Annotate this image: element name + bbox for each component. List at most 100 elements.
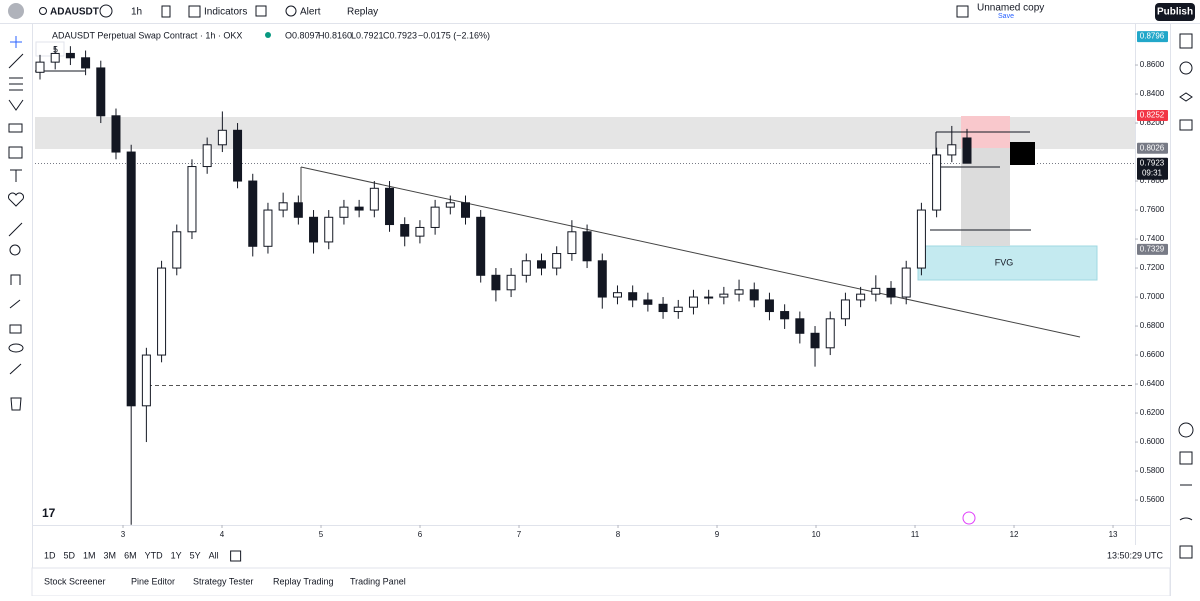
x-tick-label: 11 <box>911 530 920 539</box>
side-tools <box>1178 33 1194 559</box>
price-label: 0.7923 <box>1140 158 1165 167</box>
candle-body <box>187 166 197 233</box>
candle-body <box>734 289 744 295</box>
legend-change: −0.0175 (−2.16%) <box>418 30 490 40</box>
candle-body <box>126 151 136 407</box>
candle-body <box>521 260 531 276</box>
range-button[interactable]: 6M <box>124 550 137 560</box>
candle-body <box>339 206 349 218</box>
candle-body <box>354 206 364 211</box>
candle-body <box>810 332 820 349</box>
range-button[interactable]: 1D <box>44 550 56 560</box>
price-label-box <box>1137 142 1168 154</box>
range-button[interactable]: 5D <box>64 550 76 560</box>
range-bar: 1D 5D 1M 3M 6M YTD 1Y 5Y All <box>44 550 242 562</box>
x-tick-label: 8 <box>616 530 621 539</box>
bottom-panel <box>31 567 1171 597</box>
candle-body <box>643 299 653 305</box>
price-label-box <box>1137 109 1168 121</box>
legend-open: O0.8097 <box>285 30 320 40</box>
candle-body <box>552 253 562 269</box>
x-tick-label: 4 <box>220 530 225 539</box>
price-label: 0.8796 <box>1140 32 1165 41</box>
candle-body <box>871 287 881 295</box>
y-tick-label: 0.5600 <box>1140 495 1165 504</box>
publish[interactable]: Publish <box>1157 7 1193 18</box>
y-tick-label: 0.7800 <box>1140 176 1165 185</box>
date-range-icon[interactable] <box>230 550 242 562</box>
drawing-tools <box>8 36 24 411</box>
y-tick-label: 0.8600 <box>1140 60 1165 69</box>
bottom-tab[interactable]: Pine Editor <box>131 576 175 586</box>
bottom-tab[interactable]: Replay Trading <box>273 576 334 586</box>
range-button[interactable]: 1M <box>83 550 96 560</box>
price-label: 0.7329 <box>1140 244 1165 253</box>
candle-body <box>901 267 911 298</box>
symbol[interactable]: ADAUSDT <box>50 7 99 18</box>
fvg-label: FVG <box>995 257 1014 267</box>
interval[interactable]: 1h <box>131 7 142 18</box>
candle-body <box>157 267 167 356</box>
candle-body <box>385 187 395 226</box>
price-label: 0.8026 <box>1140 143 1165 152</box>
y-tick-label: 0.7200 <box>1140 263 1165 272</box>
range-button[interactable]: YTD <box>145 550 164 560</box>
legend-title: ADAUSDT Perpetual Swap Contract · 1h · O… <box>52 30 242 40</box>
indicators[interactable]: Indicators <box>204 7 247 18</box>
y-tick-label: 0.6600 <box>1140 350 1165 359</box>
candle-body <box>628 292 638 301</box>
candle-body <box>567 231 577 255</box>
chart-type[interactable] <box>161 5 171 18</box>
indicators-icon <box>188 5 201 18</box>
replay[interactable]: Replay <box>347 7 378 18</box>
candle-body <box>536 260 546 269</box>
countdown: 09:31 <box>1142 168 1163 177</box>
range-button[interactable]: All <box>209 550 219 560</box>
legend-collapse[interactable] <box>35 41 65 57</box>
candle-body <box>658 303 668 313</box>
x-tick-label: 12 <box>1010 530 1019 539</box>
candle-body <box>704 296 714 299</box>
y-tick-label: 0.6200 <box>1140 408 1165 417</box>
candle-body <box>324 216 334 243</box>
flash-icon <box>962 511 976 525</box>
layout-name[interactable]: Unnamed copy <box>977 3 1044 14</box>
add-symbol[interactable] <box>99 4 113 18</box>
bottom-tab[interactable]: Stock Screener <box>44 576 106 586</box>
candle-body <box>430 206 440 228</box>
alert[interactable]: Alert <box>300 7 321 18</box>
layout-checkbox[interactable] <box>956 5 969 18</box>
candle-body <box>780 311 790 320</box>
y-tick-label: 0.6000 <box>1140 437 1165 446</box>
price-label-box <box>1137 31 1168 43</box>
range-button[interactable]: 1Y <box>171 550 182 560</box>
price-label: 0.8252 <box>1140 111 1165 120</box>
publish-button[interactable] <box>1155 3 1195 21</box>
candle-body <box>764 299 774 313</box>
y-tick-label: 0.7600 <box>1140 205 1165 214</box>
candle-body <box>445 202 455 208</box>
candle-body <box>886 287 896 298</box>
y-tick-label: 0.6800 <box>1140 321 1165 330</box>
candle-body <box>582 231 592 262</box>
layouts[interactable] <box>255 5 267 17</box>
bottom-tab[interactable]: Trading Panel <box>350 576 406 586</box>
range-button[interactable]: 5Y <box>190 550 201 560</box>
range-button[interactable]: 3M <box>104 550 117 560</box>
candle-body <box>962 137 972 164</box>
bottom-tab[interactable]: Strategy Tester <box>193 576 253 586</box>
legend-low: L0.7921 <box>351 30 384 40</box>
candle-body <box>309 216 319 243</box>
avatar[interactable] <box>8 3 24 19</box>
candle-body <box>278 202 288 211</box>
candle-body <box>263 209 273 247</box>
save[interactable]: Save <box>998 13 1014 20</box>
candle-body <box>673 306 683 313</box>
x-tick-label: 3 <box>121 530 126 539</box>
candle-body <box>415 226 425 237</box>
candle-body <box>172 231 182 269</box>
market-status <box>265 32 271 38</box>
candle-body <box>491 274 501 291</box>
